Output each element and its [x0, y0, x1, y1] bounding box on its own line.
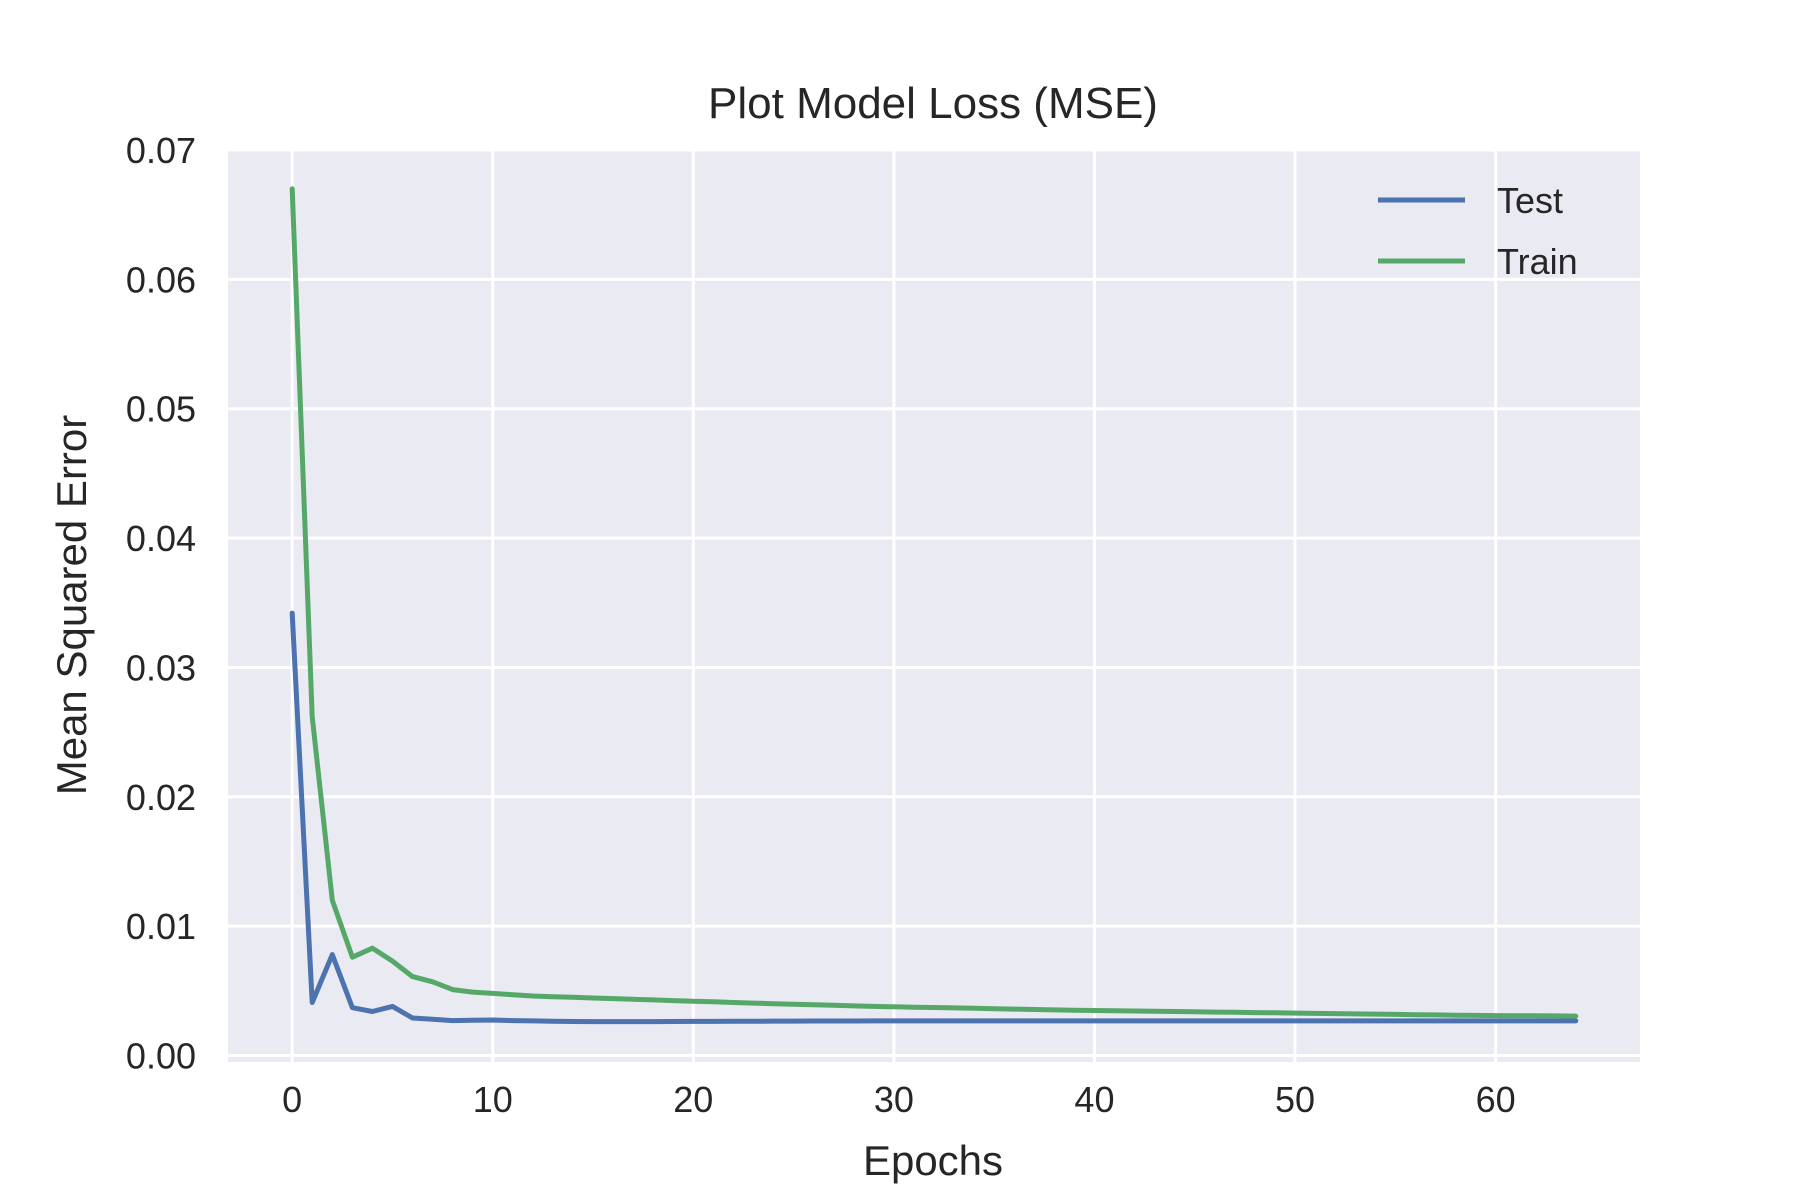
y-axis-label: Mean Squared Error: [48, 415, 95, 796]
plot-area: [228, 150, 1640, 1062]
y-tick-label: 0.02: [126, 777, 196, 818]
y-tick-label: 0.03: [126, 647, 196, 688]
y-tick-label: 0.05: [126, 389, 196, 430]
legend-label-test: Test: [1497, 180, 1563, 221]
x-tick-label: 40: [1074, 1079, 1114, 1120]
x-tick-label: 0: [282, 1079, 302, 1120]
x-tick-label: 60: [1476, 1079, 1516, 1120]
x-tick-label: 20: [673, 1079, 713, 1120]
chart-title: Plot Model Loss (MSE): [708, 79, 1158, 128]
x-tick-label: 50: [1275, 1079, 1315, 1120]
y-tick-label: 0.06: [126, 259, 196, 300]
series-line-train: [289, 186, 1579, 1019]
y-tick-labels: 0.00 0.01 0.02 0.03 0.04 0.05 0.06 0.07: [126, 130, 196, 1077]
y-tick-label: 0.04: [126, 518, 196, 559]
x-tick-label: 30: [874, 1079, 914, 1120]
legend-label-train: Train: [1497, 241, 1578, 282]
series-lines: [289, 186, 1579, 1025]
series-line-test: [289, 610, 1579, 1025]
x-tick-label: 10: [473, 1079, 513, 1120]
x-tick-labels: 0 10 20 30 40 50 60: [282, 1079, 1515, 1120]
y-tick-label: 0.00: [126, 1036, 196, 1077]
x-axis-label: Epochs: [863, 1137, 1003, 1184]
grid-lines: [228, 148, 1640, 1062]
legend: Test Train: [1378, 180, 1578, 282]
y-tick-label: 0.07: [126, 130, 196, 171]
y-tick-label: 0.01: [126, 906, 196, 947]
